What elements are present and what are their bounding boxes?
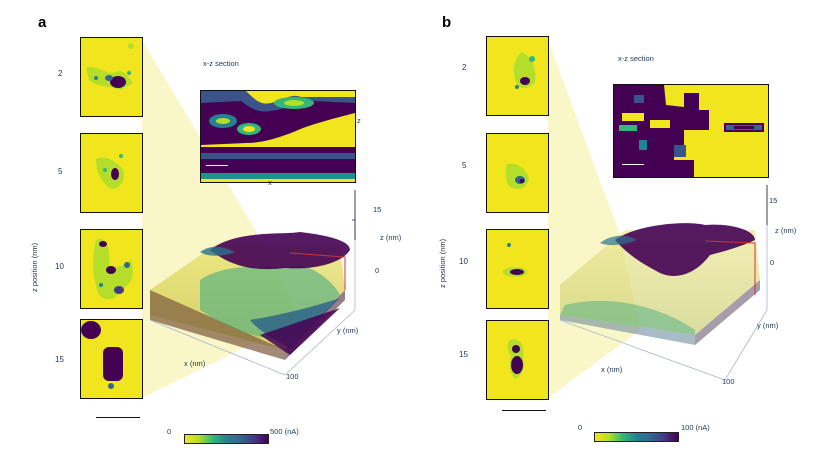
panel-b-xy-100-label: 100 [722,377,735,386]
panel-a-slice-scale-bar [96,417,140,418]
panel-a-z-0-label: 0 [375,266,380,275]
panel-a-slice-z2 [80,37,143,117]
panel-b-section-title: x-z section [618,54,654,63]
panel-b-z-15-label: 15 [769,196,778,205]
panel-a-section-axis-x: x [268,178,272,187]
panel-a-z-tick-15: 15 [55,355,64,364]
panel-a-y-axis-name: y (nm) [337,326,359,335]
panel-b-x-axis-name: x (nm) [601,365,623,374]
panel-a-cbar-min: 0 [167,427,172,436]
panel-a-letter: a [38,14,47,31]
panel-b-section-scale-bar [622,164,644,165]
panel-b-z-0-label: 0 [770,258,775,267]
panel-b-y-axis-name: y (nm) [757,321,779,330]
panel-a-z-axis-name: z (nm) [380,233,402,242]
panel-b-slice-z10 [486,229,549,309]
panel-b-z-tick-10: 10 [459,257,468,266]
panel-b-colorbar [594,432,679,442]
panel-a-colorbar [184,434,269,444]
panel-b-slice-z2 [486,36,549,116]
panel-a-slice-z15 [80,319,143,399]
panel-b-z-tick-5: 5 [462,161,467,170]
panel-a-volume-3d [149,190,356,376]
panel-a-section-title: x-z section [203,59,239,68]
panel-a-section-axis-z: z [357,116,361,125]
panel-a-cbar-max: 500 (nA) [270,427,299,436]
panel-b-cbar-max: 100 (nA) [681,423,710,432]
panel-a-xy-100-label: 100 [286,372,299,381]
panel-b-z-tick-15: 15 [459,350,468,359]
panel-a-z-tick-2: 2 [58,69,63,78]
panel-a-z-15-label: 15 [373,205,382,214]
panel-b-slice-z5 [486,133,549,213]
panel-a-section-scale-bar [206,165,228,166]
panel-b-slice-scale-bar [502,410,546,411]
panel-b-z-axis-name: z (nm) [775,226,797,235]
panel-b-xz-section [613,84,769,178]
panel-a-z-tick-10: 10 [55,262,64,271]
panel-b-volume-3d [559,185,768,381]
panel-a-slice-z5 [80,133,143,213]
panel-a-x-axis-name: x (nm) [184,359,206,368]
panel-b-cbar-min: 0 [578,423,583,432]
panel-a-slice-z10 [80,229,143,309]
panel-a-z-tick-5: 5 [58,167,63,176]
panel-b-letter: b [442,14,452,31]
panel-a-xz-section [200,90,356,183]
panel-b-z-tick-2: 2 [462,63,467,72]
panel-b-slice-z15 [486,320,549,400]
panel-b-z-axis-label: z position (nm) [438,238,447,288]
